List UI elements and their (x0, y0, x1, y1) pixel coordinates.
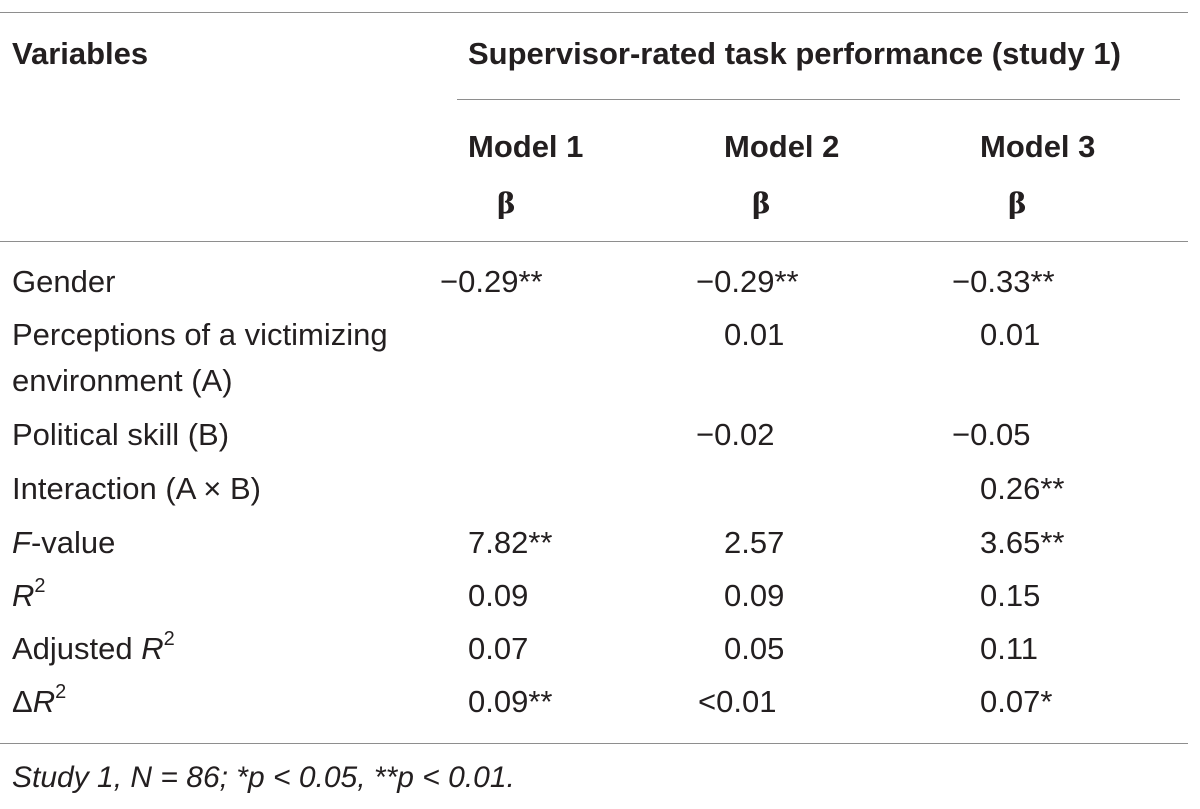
perceptions-model-3: 0.01 (980, 317, 1041, 352)
row-label-f-value: F-value (12, 525, 115, 561)
adjusted-r-squared-model-3: 0.11 (980, 631, 1039, 666)
r-squared-model-1: 0.09 (468, 578, 529, 613)
r-squared-model-3: 0.15 (980, 578, 1041, 613)
table-bottom-rule (0, 743, 1188, 744)
r-symbol: R (12, 578, 35, 613)
row-label-interaction: Interaction (A × B) (12, 471, 261, 506)
model-3-header: Model 3 (980, 129, 1096, 164)
delta-r-symbol: R (32, 684, 56, 719)
f-symbol: F (12, 525, 31, 560)
delta-symbol: Δ (12, 684, 33, 719)
row-label-perceptions-line-1: Perceptions of a victimizing (12, 317, 388, 352)
interaction-model-3: 0.26** (980, 471, 1065, 506)
r-squared-model-2: 0.09 (724, 578, 785, 613)
f-value-suffix: -value (30, 525, 116, 560)
model-1-header: Model 1 (468, 129, 584, 164)
delta-r-squared-exponent: 2 (55, 681, 67, 703)
table-footnote: Study 1, N = 86; *p < 0.05, **p < 0.01. (12, 761, 515, 794)
table-top-rule (0, 12, 1188, 13)
f-value-model-2: 2.57 (724, 525, 785, 560)
adjusted-r-squared-exponent: 2 (163, 628, 175, 650)
model-2-beta: β (752, 187, 771, 220)
header-bottom-rule (0, 241, 1188, 242)
political-skill-model-2: −0.02 (696, 417, 775, 452)
variables-header: Variables (12, 36, 149, 71)
adjusted-prefix: Adjusted (12, 631, 142, 666)
gender-model-2: −0.29** (696, 264, 799, 299)
political-skill-model-3: −0.05 (952, 417, 1031, 452)
row-label-delta-r-squared: ΔR2 (12, 681, 67, 720)
row-label-r-squared: R2 (12, 575, 46, 614)
row-label-gender: Gender (12, 264, 116, 299)
adjusted-r-squared-model-2: 0.05 (724, 631, 785, 666)
delta-r-squared-model-3: 0.07* (980, 684, 1053, 719)
gender-model-3: −0.33** (952, 264, 1055, 299)
delta-r-squared-model-1: 0.09** (468, 684, 553, 719)
perceptions-model-2: 0.01 (724, 317, 785, 352)
header-sub-rule (457, 99, 1180, 100)
dependent-variable-header: Supervisor-rated task performance (study… (468, 36, 1121, 71)
f-value-model-3: 3.65** (980, 525, 1065, 560)
adjusted-r-symbol: R (141, 631, 164, 666)
f-value-model-1: 7.82** (468, 525, 553, 560)
row-label-adjusted-r-squared: Adjusted R2 (12, 628, 175, 667)
r-squared-exponent: 2 (34, 575, 46, 597)
row-label-political-skill: Political skill (B) (12, 417, 230, 452)
gender-model-1: −0.29** (440, 264, 543, 299)
model-2-header: Model 2 (724, 129, 840, 164)
model-1-beta: β (497, 187, 516, 220)
adjusted-r-squared-model-1: 0.07 (468, 631, 529, 666)
row-label-perceptions-line-2: environment (A) (12, 363, 233, 398)
delta-r-squared-model-2: <0.01 (698, 684, 777, 719)
model-3-beta: β (1008, 187, 1027, 220)
